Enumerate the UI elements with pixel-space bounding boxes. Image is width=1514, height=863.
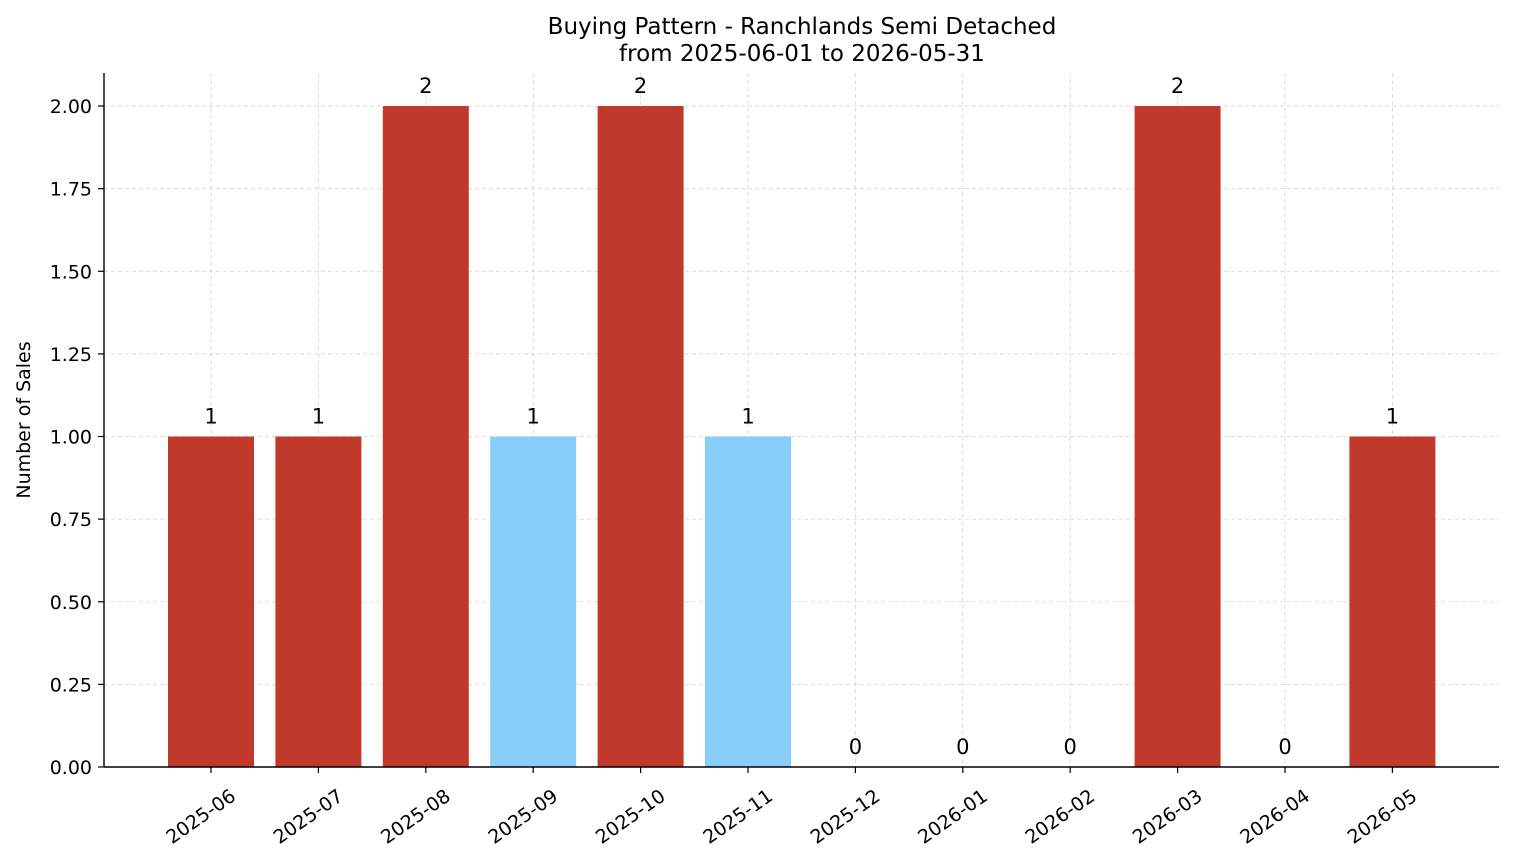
data-label-2025-08: 2	[419, 74, 432, 98]
chart-subtitle: from 2025-06-01 to 2026-05-31	[619, 41, 985, 67]
data-label-2025-06: 1	[204, 405, 217, 429]
data-labels: 1 1 2 1 2 1 0 0 0 2 0 1	[204, 74, 1399, 759]
bars	[168, 106, 1436, 768]
x-tick-label-2025-11: 2025-11	[699, 785, 777, 849]
data-label-2026-02: 0	[1064, 735, 1077, 759]
bar-2025-10	[597, 106, 684, 768]
bar-2025-06	[168, 436, 254, 767]
data-label-2025-09: 1	[527, 405, 540, 429]
bar-2025-11	[705, 436, 791, 767]
data-label-2025-12: 0	[849, 735, 862, 759]
data-label-2026-01: 0	[956, 735, 969, 759]
y-axis-label: Number of Sales	[13, 341, 35, 498]
bar-2026-05	[1349, 436, 1436, 767]
x-tick-label-2025-12: 2025-12	[807, 785, 885, 849]
x-tick-label-2026-02: 2026-02	[1021, 785, 1099, 849]
y-tick-label-6: 1.50	[50, 261, 92, 283]
x-tick-label-2026-03: 2026-03	[1129, 785, 1207, 849]
x-tick-label-2025-06: 2025-06	[162, 785, 240, 849]
y-tick-label-0: 0.00	[50, 757, 92, 779]
y-tick-label-7: 1.75	[50, 179, 92, 201]
data-label-2025-10: 2	[634, 74, 647, 98]
data-label-2026-04: 0	[1278, 735, 1291, 759]
y-tick-label-2: 0.50	[50, 592, 92, 614]
x-tick-label-2026-01: 2026-01	[914, 785, 992, 849]
y-tick-label-3: 0.75	[50, 509, 92, 531]
x-tick-label-2025-10: 2025-10	[592, 785, 670, 849]
chart-title: Buying Pattern - Ranchlands Semi Detache…	[548, 14, 1057, 40]
y-tick-label-5: 1.25	[50, 344, 92, 366]
x-tick-label-2025-09: 2025-09	[484, 785, 562, 849]
x-tick-label-2026-04: 2026-04	[1236, 785, 1314, 849]
y-tick-label-4: 1.00	[50, 427, 92, 449]
x-tick-labels: 2025-06 2025-07 2025-08 2025-09 2025-10 2025-…	[162, 785, 1421, 849]
y-tick-label-8: 2.00	[50, 96, 92, 118]
x-tick-label-2026-05: 2026-05	[1344, 785, 1422, 849]
data-label-2025-11: 1	[741, 405, 754, 429]
y-tick-labels: 0.00 0.25 0.50 0.75 1.00 1.25 1.50 1.75 2.00	[50, 96, 92, 779]
bar-2026-03	[1134, 106, 1221, 768]
data-label-2026-03: 2	[1171, 74, 1184, 98]
bar-2025-07	[275, 436, 362, 767]
axes	[98, 73, 1499, 773]
x-tick-label-2025-07: 2025-07	[270, 785, 348, 849]
x-tick-label-2025-08: 2025-08	[377, 785, 455, 849]
bar-2025-08	[382, 106, 469, 768]
bar-2025-09	[490, 436, 577, 767]
y-tick-label-1: 0.25	[50, 674, 92, 696]
data-label-2026-05: 1	[1386, 405, 1399, 429]
data-label-2025-07: 1	[312, 405, 325, 429]
